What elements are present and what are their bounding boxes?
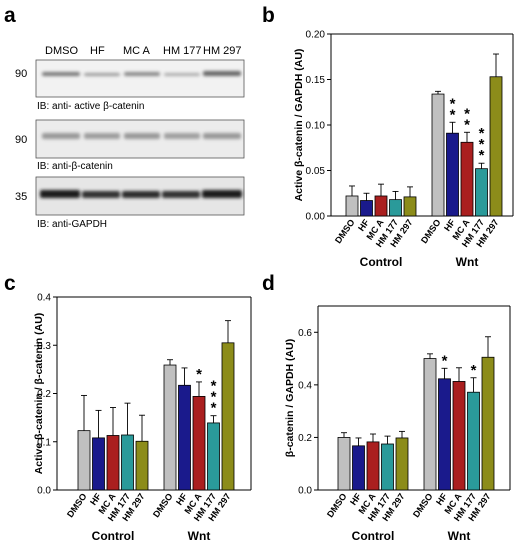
lane-label: HM 297 [203,45,242,57]
panel-letter-a: a [4,4,16,27]
strip-label: IB: anti-GAPDH [37,219,107,230]
lane-label: HM 177 [163,45,202,57]
x-tick-label: DMSO [151,491,175,519]
significance-mark: * [471,362,477,379]
y-tick-label: 0.0 [37,486,51,497]
blot-bands [42,71,241,76]
y-tick-label: 0.05 [306,166,326,177]
y-tick-label: 0.00 [306,212,326,223]
bar [77,430,91,491]
mw-marker: 90 [15,68,27,80]
bar [460,141,474,217]
y-tick-label: 0.20 [306,30,326,41]
x-tick-label: DMSO [419,217,443,245]
y-tick-label: 0.6 [298,328,312,339]
group-label: Wnt [188,529,211,543]
mw-marker: 35 [15,191,27,203]
panel-letter-b: b [262,4,275,27]
x-tick-label: DMSO [333,217,357,245]
y-tick-label: 0.4 [37,293,51,304]
bar [374,195,388,217]
bar [121,434,134,491]
blot-strip [35,59,245,98]
bar [381,443,394,491]
bar [403,196,417,217]
bar [389,199,402,217]
bar [192,395,206,491]
significance-mark: * [442,352,448,369]
lane-label: DMSO [45,45,78,57]
significance-mark: * [211,378,217,395]
y-tick-label: 0.2 [298,433,312,444]
significance-mark: * [479,136,485,153]
bar [352,445,365,491]
bar [438,378,451,491]
bar [163,364,177,491]
bar [106,435,120,491]
y-tick-label: 0.1 [37,437,51,448]
bar [221,342,235,491]
y-axis-label: Active β-catenin / β-catenin (AU) [33,313,45,475]
chart-d: 0.00.20.40.6β-catenin / GAPDH (AU)DMSO HF… [284,305,511,543]
group-label: Control [360,255,403,269]
bar [431,93,445,217]
blot-bands [40,190,242,198]
y-tick-label: 0.0 [298,486,312,497]
x-tick-label: DMSO [65,491,89,519]
bar [337,437,351,491]
bar [481,356,495,491]
bar [467,391,480,491]
significance-mark: * [464,105,470,122]
bar [178,384,191,491]
significance-mark: * [196,366,202,383]
significance-mark: * [464,116,470,133]
blot-bands [42,133,241,139]
western-blot: DMSO HF MC A HM 177 HM 297 90 IB: anti- … [15,45,245,230]
significance-mark: * [450,106,456,123]
bar [92,437,105,491]
significance-mark: * [479,147,485,164]
bar [135,440,149,491]
x-tick-label: DMSO [411,491,435,519]
mw-marker: 90 [15,134,27,146]
y-tick-label: 0.15 [306,75,326,86]
group-label: Wnt [456,255,479,269]
bar [489,76,503,217]
strip-label: IB: anti-β-catenin [37,161,113,172]
bar [207,422,220,491]
panel-letter-d: d [262,272,275,295]
y-tick-label: 0.2 [37,389,51,400]
bar [345,195,359,217]
bar [452,381,466,491]
group-label: Control [92,529,135,543]
significance-mark: * [479,125,485,142]
chart-c: 0.0 0.1 0.2 0.3 0.4 Active β-catenin / β-cate… [33,293,252,543]
strip-label: IB: anti- active β-catenin [37,101,144,112]
y-axis-label: β-catenin / GAPDH (AU) [284,339,296,457]
bar [395,437,409,491]
lane-label: HF [90,45,105,57]
group-label: Wnt [448,529,471,543]
bar [366,441,380,491]
y-tick-label: 0.3 [37,341,51,352]
group-label: Control [352,529,395,543]
x-tick-label: DMSO [325,491,349,519]
lane-label: MC A [123,45,151,57]
bar [446,132,459,217]
bar [475,168,488,217]
significance-mark: * [211,389,217,406]
bar [360,200,373,217]
y-axis-label: Active β-catenin / GAPDH (AU) [293,49,305,202]
significance-mark: * [450,95,456,112]
significance-mark: * [211,400,217,417]
y-tick-label: 0.4 [298,380,312,391]
bar [423,358,437,491]
y-tick-label: 0.10 [306,121,326,132]
panel-letter-c: c [4,272,16,295]
